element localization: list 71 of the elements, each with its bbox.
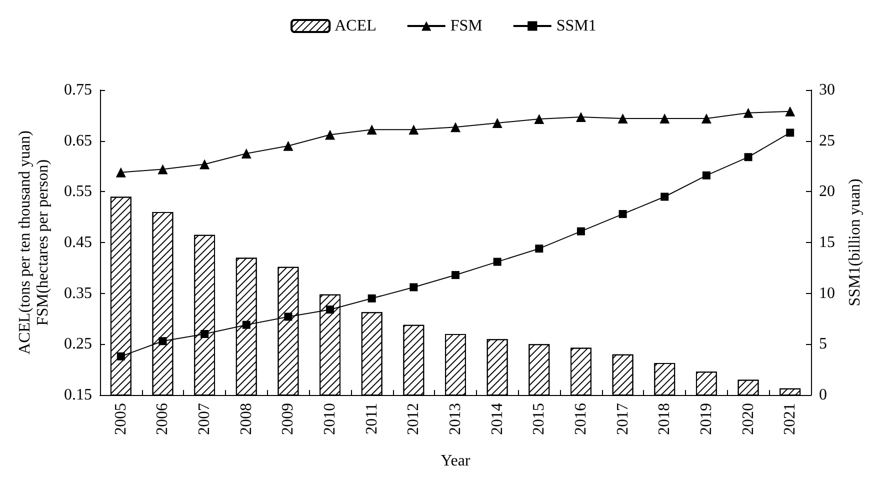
x-tick-label: 2016 (572, 403, 590, 435)
point (200, 159, 210, 170)
x-tick-label: 2008 (238, 403, 255, 435)
y2-tick-label: 20 (819, 183, 835, 200)
point (284, 312, 292, 321)
x-tick-label: 2020 (740, 403, 757, 435)
x-tick-label: 2014 (488, 403, 506, 435)
y-tick-label: 0.15 (64, 386, 92, 404)
point (326, 306, 334, 314)
point (660, 113, 670, 124)
legend-label: ACEL (334, 18, 376, 34)
point (701, 113, 712, 124)
y-tick-label: 0.75 (64, 82, 92, 98)
x-axis-title: Year (440, 452, 471, 470)
point (158, 164, 168, 174)
point (158, 337, 167, 346)
legend-label: SSM1 (556, 18, 596, 34)
point (618, 210, 627, 218)
x-tick-label: 2017 (614, 403, 632, 435)
y2-tick-label: 25 (819, 132, 835, 150)
point (408, 124, 419, 135)
x-tick-label: 2011 (363, 403, 380, 434)
x-tick-label: 2010 (322, 403, 339, 435)
x-tick-label: 2019 (698, 403, 715, 435)
y-tick-label: 0.25 (64, 336, 92, 353)
point (116, 167, 126, 178)
point (702, 171, 710, 180)
point (744, 153, 752, 162)
x-tick-label: 2006 (154, 403, 172, 435)
point (241, 148, 252, 159)
point (450, 122, 460, 132)
point (116, 352, 125, 360)
point (786, 128, 794, 137)
y2-tick-label: 10 (819, 284, 835, 302)
x-tick-label: 2021 (782, 403, 799, 435)
point (492, 118, 502, 128)
point (660, 192, 669, 201)
x-tick-label: 2009 (280, 403, 297, 435)
point (785, 106, 796, 116)
point (368, 294, 376, 302)
point (534, 114, 544, 124)
x-tick-label: 2005 (112, 403, 130, 435)
point (493, 258, 502, 266)
y-tick-label: 0.55 (64, 183, 92, 200)
y2-tick-label: 15 (819, 234, 835, 251)
y2-axis-title: SSM1(billion yuan) (846, 178, 864, 306)
y2-tick-label: 0 (819, 386, 827, 404)
point (576, 112, 586, 122)
point (743, 108, 754, 118)
point (576, 227, 585, 236)
legend-label: FSM (450, 18, 482, 34)
point (200, 330, 209, 338)
x-tick-label: 2018 (656, 403, 674, 435)
point (618, 113, 628, 124)
x-tick-label: 2013 (447, 403, 464, 435)
y-axis-title: ACEL(tons per ten thousand yuan) FSM(hectares per person) (16, 130, 52, 354)
y-tick-label: 0.45 (64, 234, 92, 251)
y2-tick-label: 30 (819, 82, 835, 98)
point (283, 140, 294, 151)
y-tick-label: 0.35 (64, 284, 92, 302)
point (366, 124, 377, 135)
x-tick-label: 2012 (405, 403, 422, 435)
point (410, 283, 418, 292)
x-tick-label: 2007 (196, 403, 214, 435)
point (452, 271, 460, 280)
y2-tick-label: 5 (819, 336, 827, 353)
point (242, 320, 250, 329)
point (535, 244, 544, 253)
y-tick-label: 0.65 (64, 132, 92, 150)
point (325, 130, 336, 140)
x-tick-label: 2015 (530, 403, 548, 435)
